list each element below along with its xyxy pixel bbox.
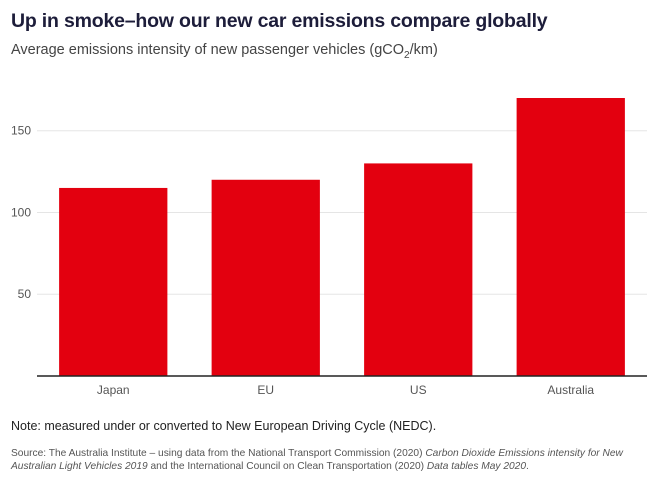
y-tick-label: 50 [18,287,32,301]
subtitle-end: /km) [409,42,438,58]
y-tick-label: 150 [11,124,31,138]
y-tick-labels: 50 100 150 [11,124,31,302]
chart-title: Up in smoke–how our new car emissions co… [11,10,548,32]
source-italic-2: Data tables May 2020 [426,461,526,472]
x-tick-label: Japan [97,383,130,397]
x-tick-labels: Japan EU US Australia [97,383,595,397]
note: Note: measured under or converted to New… [11,419,437,433]
y-tick-label: 100 [11,205,31,219]
subtitle-main: Average emissions intensity of new passe… [11,42,405,58]
x-tick-label: Australia [547,383,594,397]
bar-japan [59,187,168,376]
source-part-3: . [526,461,529,472]
source-part-2: and the International Council on Clean T… [147,461,427,472]
subtitle-subscript: 2 [404,49,410,61]
source-italic-1: Carbon Dioxide Emissions intensity for N… [11,448,623,472]
source-text: Source: The Australia Institute – using … [11,447,647,473]
bar-us [364,163,473,376]
source-part-1: Source: The Australia Institute – using … [11,448,426,459]
bars [59,98,625,376]
bar-eu [211,179,320,376]
x-tick-label: EU [257,383,274,397]
x-tick-label: US [410,383,427,397]
chart-subtitle: Average emissions intensity of new passe… [11,42,438,61]
bar-australia [516,98,625,376]
